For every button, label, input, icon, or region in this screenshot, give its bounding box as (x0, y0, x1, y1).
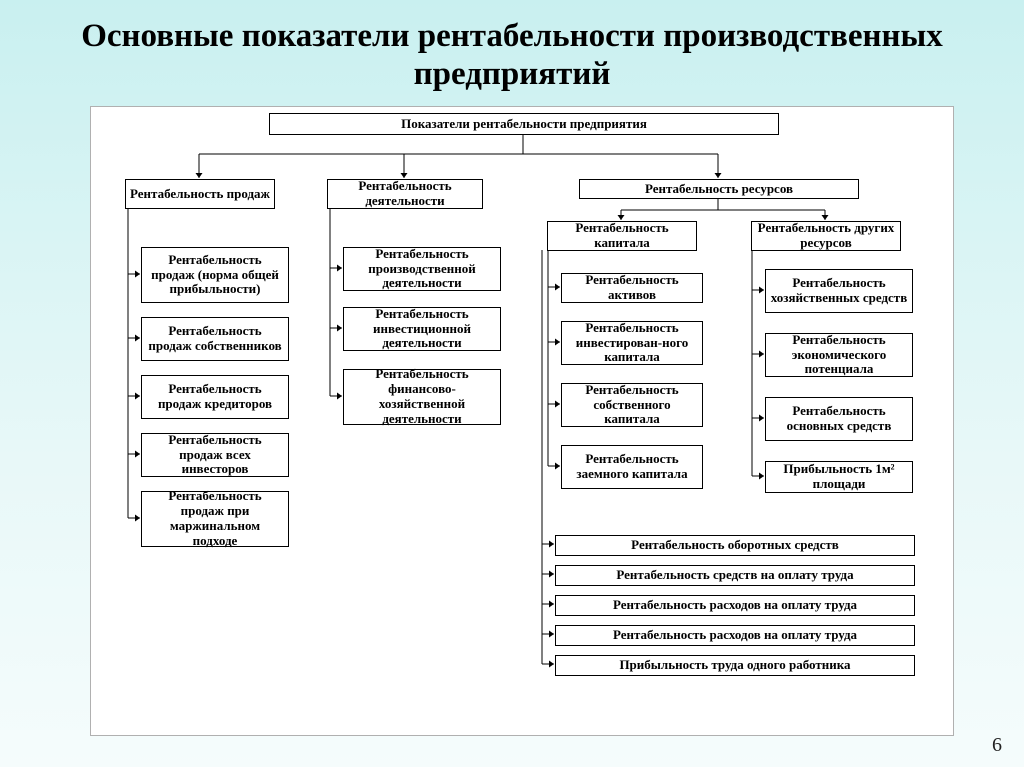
node-s3b_2: Рентабельность экономического потенциала (765, 333, 913, 377)
node-s3a_3: Рентабельность собственного капитала (561, 383, 703, 427)
node-s3b_4: Прибыльность 1м² площади (765, 461, 913, 493)
node-s2_3: Рентабельность финансово-хозяйственной д… (343, 369, 501, 425)
node-b3: Рентабельность ресурсов (579, 179, 859, 199)
node-w5: Прибыльность труда одного работника (555, 655, 915, 676)
node-root: Показатели рентабельности предприятия (269, 113, 779, 135)
node-s1_3: Рентабельность продаж кредиторов (141, 375, 289, 419)
page-number: 6 (992, 734, 1002, 757)
node-b2: Рентабельность деятельности (327, 179, 483, 209)
node-s1_2: Рентабельность продаж собственников (141, 317, 289, 361)
node-b3a: Рентабельность капитала (547, 221, 697, 251)
node-s1_4: Рентабельность продаж всех инвесторов (141, 433, 289, 477)
node-s1_1: Рентабельность продаж (норма общей прибы… (141, 247, 289, 303)
node-w1: Рентабельность оборотных средств (555, 535, 915, 556)
node-s3b_1: Рентабельность хозяйственных средств (765, 269, 913, 313)
node-s3a_4: Рентабельность заемного капитала (561, 445, 703, 489)
node-b1: Рентабельность продаж (125, 179, 275, 209)
node-s3a_1: Рентабельность активов (561, 273, 703, 303)
diagram-container: Показатели рентабельности предприятия Рен… (90, 106, 954, 736)
node-s3a_2: Рентабельность инвестирован-ного капитал… (561, 321, 703, 365)
node-s3b_3: Рентабельность основных средств (765, 397, 913, 441)
node-w3: Рентабельность расходов на оплату труда (555, 595, 915, 616)
slide-title: Основные показатели рентабельности произ… (0, 18, 1024, 94)
node-w4: Рентабельность расходов на оплату труда (555, 625, 915, 646)
node-s2_1: Рентабельность производственной деятельн… (343, 247, 501, 291)
node-s1_5: Рентабельность продаж при маржинальном п… (141, 491, 289, 547)
node-b3b: Рентабельность других ресурсов (751, 221, 901, 251)
node-w2: Рентабельность средств на оплату труда (555, 565, 915, 586)
node-s2_2: Рентабельность инвестиционной деятельнос… (343, 307, 501, 351)
